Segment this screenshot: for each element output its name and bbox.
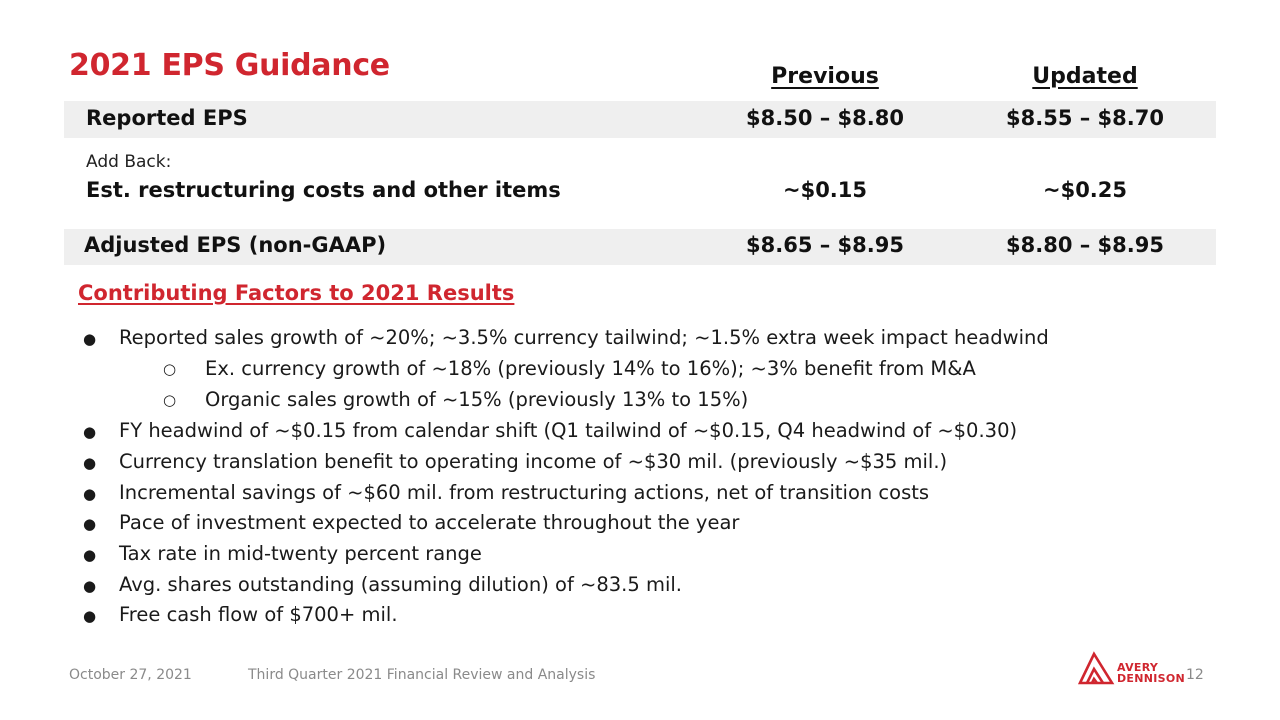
row-label: Est. restructuring costs and other items <box>86 178 561 202</box>
bullet-icon: ● <box>83 485 97 503</box>
column-header-updated: Updated <box>1032 64 1138 89</box>
updated-value: $8.55 – $8.70 <box>1006 106 1164 130</box>
updated-value: $8.80 – $8.95 <box>1006 233 1164 257</box>
row-sublabel: Add Back: <box>86 152 172 172</box>
table-row-add-back: Add Back: Est. restructuring costs and o… <box>64 150 1216 210</box>
table-row-adjusted-eps: Adjusted EPS (non-GAAP) $8.65 – $8.95 $8… <box>64 229 1216 265</box>
bullet-icon: ● <box>83 423 97 441</box>
table-row-reported-eps: Reported EPS $8.50 – $8.80 $8.55 – $8.70 <box>64 101 1216 138</box>
previous-value: $8.50 – $8.80 <box>746 106 904 130</box>
previous-value: ~$0.15 <box>782 178 868 202</box>
sub-bullet-icon: ○ <box>163 391 177 409</box>
previous-value: $8.65 – $8.95 <box>746 233 904 257</box>
page-number: 12 <box>1186 667 1204 683</box>
page-title: 2021 EPS Guidance <box>69 48 390 83</box>
sub-bullet-icon: ○ <box>163 360 177 378</box>
avery-dennison-logo-icon <box>1077 651 1115 685</box>
updated-value: ~$0.25 <box>1042 178 1128 202</box>
row-label: Reported EPS <box>86 106 248 130</box>
bullet-icon: ● <box>83 577 97 595</box>
bullet-icon: ● <box>83 607 97 625</box>
bullet-icon: ● <box>83 454 97 472</box>
bullet-icon: ● <box>83 330 97 348</box>
column-header-previous: Previous <box>771 64 879 89</box>
logo-word-dennison: DENNISON <box>1117 672 1186 685</box>
logo-word-avery: AVERY <box>1117 661 1159 674</box>
avery-dennison-logo: AVERY DENNISON <box>1077 650 1185 686</box>
row-label: Adjusted EPS (non-GAAP) <box>84 233 387 257</box>
factors-title: Contributing Factors to 2021 Results <box>78 281 515 305</box>
bullet-icon: ● <box>83 546 97 564</box>
footer-date: October 27, 2021 <box>69 667 192 683</box>
bullet-icon: ● <box>83 515 97 533</box>
footer-description: Third Quarter 2021 Financial Review and … <box>248 667 596 683</box>
